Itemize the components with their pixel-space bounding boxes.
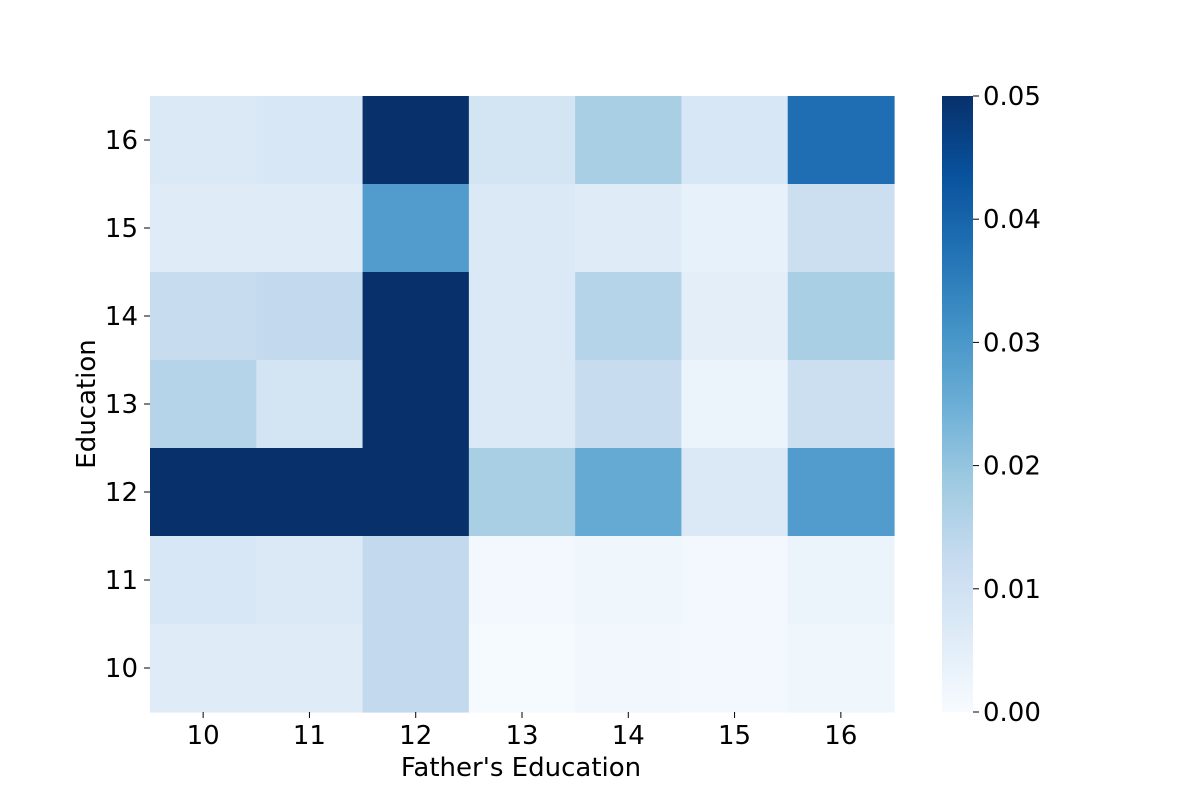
heatmap-cell <box>256 96 364 185</box>
colorbar-ticks: 0.00 0.01 0.02 0.03 0.04 0.05 <box>973 82 1041 728</box>
x-tick-label: 12 <box>399 721 432 751</box>
heatmap-cell <box>150 624 257 713</box>
colorbar-tick-label: 0.04 <box>983 205 1041 235</box>
heatmap-cell <box>362 272 470 361</box>
heatmap-cell <box>681 360 789 449</box>
heatmap-cell <box>468 448 576 537</box>
heatmap-cell <box>681 272 789 361</box>
y-tick-label: 16 <box>105 126 138 156</box>
heatmap-cell <box>150 96 257 185</box>
heatmap-cell <box>681 448 789 537</box>
heatmap-cell <box>787 184 895 273</box>
x-tick-label: 14 <box>612 721 645 751</box>
colorbar-tick-label: 0.02 <box>983 452 1041 482</box>
heatmap-cell <box>468 624 576 713</box>
y-tick-label: 13 <box>105 390 138 420</box>
y-tick-label: 11 <box>105 566 138 596</box>
heatmap-cell <box>362 96 470 185</box>
y-tick-label: 14 <box>105 302 138 332</box>
x-tick-label: 11 <box>293 721 326 751</box>
heatmap-cell <box>362 184 470 273</box>
colorbar-tick-label: 0.03 <box>983 328 1041 358</box>
heatmap-cell <box>256 536 364 625</box>
heatmap-cell <box>575 624 683 713</box>
heatmap-cell <box>575 360 683 449</box>
heatmap-cell <box>256 448 364 537</box>
heatmap-cell <box>256 272 364 361</box>
heatmap-cells <box>150 96 895 713</box>
heatmap-cell <box>681 536 789 625</box>
colorbar-tick-label: 0.00 <box>983 698 1041 728</box>
heatmap-cell <box>468 272 576 361</box>
heatmap-cell <box>681 96 789 185</box>
heatmap-cell <box>150 272 257 361</box>
heatmap-cell <box>681 624 789 713</box>
heatmap-cell <box>362 360 470 449</box>
y-axis-label: Education <box>72 339 102 468</box>
y-axis-ticks: 16 15 14 13 12 11 10 <box>105 126 150 684</box>
heatmap-cell <box>787 448 895 537</box>
heatmap-cell <box>575 448 683 537</box>
heatmap-cell <box>468 360 576 449</box>
heatmap-cell <box>362 536 470 625</box>
heatmap-cell <box>787 360 895 449</box>
colorbar <box>942 96 973 712</box>
colorbar-tick-label: 0.01 <box>983 575 1041 605</box>
x-tick-label: 10 <box>187 721 220 751</box>
y-tick-label: 15 <box>105 214 138 244</box>
heatmap-cell <box>575 184 683 273</box>
heatmap-cell <box>256 624 364 713</box>
x-tick-label: 13 <box>505 721 538 751</box>
y-tick-label: 12 <box>105 478 138 508</box>
heatmap-cell <box>256 184 364 273</box>
heatmap-cell <box>150 448 257 537</box>
x-tick-label: 15 <box>718 721 751 751</box>
x-axis-label: Father's Education <box>401 753 641 783</box>
heatmap-cell <box>575 96 683 185</box>
heatmap-cell <box>468 536 576 625</box>
heatmap-cell <box>150 536 257 625</box>
heatmap-cell <box>787 624 895 713</box>
y-tick-label: 10 <box>105 654 138 684</box>
heatmap-cell <box>681 184 789 273</box>
x-tick-label: 16 <box>824 721 857 751</box>
heatmap-cell <box>468 184 576 273</box>
heatmap-cell <box>362 624 470 713</box>
heatmap-cell <box>787 272 895 361</box>
heatmap-cell <box>150 184 257 273</box>
heatmap-cell <box>468 96 576 185</box>
colorbar-tick-label: 0.05 <box>983 82 1041 112</box>
heatmap-cell <box>256 360 364 449</box>
heatmap-cell <box>150 360 257 449</box>
heatmap-cell <box>575 536 683 625</box>
heatmap-cell <box>575 272 683 361</box>
heatmap-cell <box>787 96 895 185</box>
heatmap-cell <box>362 448 470 537</box>
x-axis-ticks: 10 11 12 13 14 15 16 <box>187 712 857 751</box>
heatmap-cell <box>787 536 895 625</box>
